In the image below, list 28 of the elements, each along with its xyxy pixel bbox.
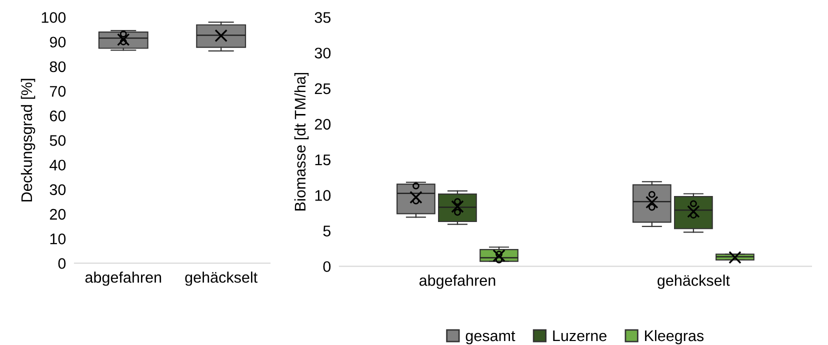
y-tick-label: 0 xyxy=(58,258,66,269)
legend-label: Luzerne xyxy=(553,330,606,342)
x-tick-label: abgefahren xyxy=(85,272,162,286)
y-tick-label: 30 xyxy=(50,184,66,196)
y-tick-label: 25 xyxy=(314,83,331,94)
legend-label: gesamt xyxy=(466,331,516,344)
y-tick-label: 40 xyxy=(50,160,66,171)
y-tick-label: 10 xyxy=(50,234,66,244)
y-tick-label: 20 xyxy=(50,208,66,220)
y-tick-label: 60 xyxy=(50,110,66,122)
y-axis-title: Deckungsgrad [%] xyxy=(20,78,36,202)
y-tick-label: 20 xyxy=(314,118,331,130)
y-tick-label: 5 xyxy=(323,226,331,236)
y-tick-label: 0 xyxy=(323,261,331,272)
y-tick-label: 80 xyxy=(50,61,66,72)
y-tick-label: 15 xyxy=(315,154,331,166)
x-tick-label: gehäckselt xyxy=(658,274,730,289)
x-tick-label: gehäckselt xyxy=(185,272,258,286)
y-tick-label: 35 xyxy=(314,12,331,23)
y-tick-label: 100 xyxy=(42,12,66,23)
x-tick-label: abgefahren xyxy=(419,274,496,289)
y-tick-label: 70 xyxy=(50,86,66,97)
legend-label: Kleegras xyxy=(645,330,704,344)
y-tick-label: 10 xyxy=(315,190,331,201)
y-tick-label: 30 xyxy=(314,48,331,59)
y-tick-label: 50 xyxy=(50,135,66,146)
y-axis-title: Biomasse [dt TM/ha] xyxy=(294,72,309,210)
y-tick-label: 90 xyxy=(50,36,66,48)
